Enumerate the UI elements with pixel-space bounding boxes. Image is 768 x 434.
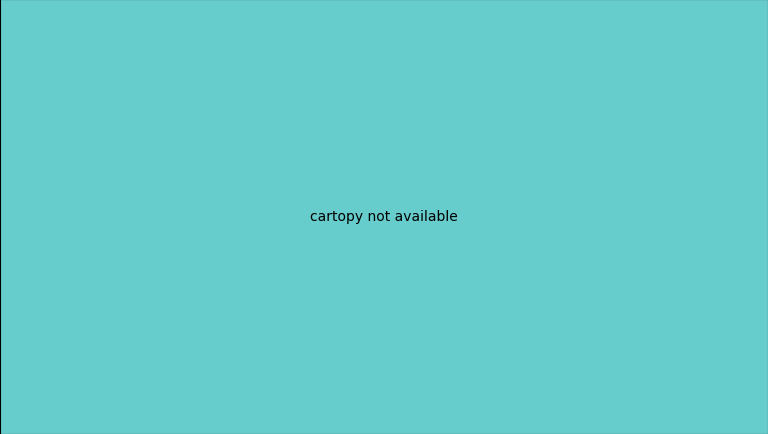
Text: cartopy not available: cartopy not available	[310, 210, 458, 224]
